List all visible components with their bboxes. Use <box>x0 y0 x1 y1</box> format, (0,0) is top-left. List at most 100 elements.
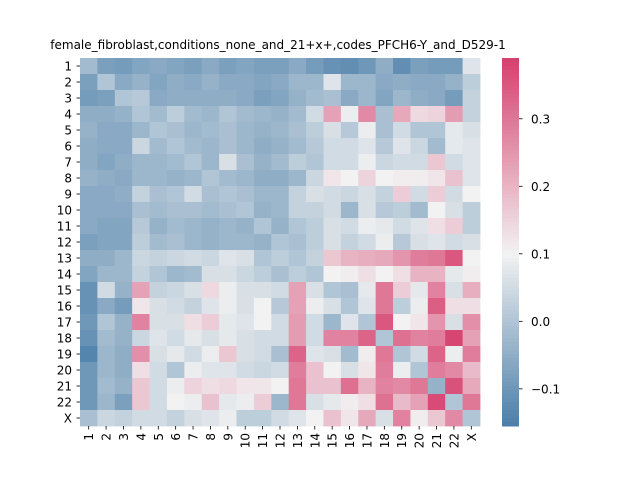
heatmap-cell <box>97 122 116 139</box>
heatmap-cell <box>166 58 185 75</box>
colorbar-tick-label: 0.0 <box>531 315 550 329</box>
heatmap-cell <box>236 266 255 283</box>
heatmap-cell <box>149 170 168 187</box>
heatmap-cell <box>132 346 150 363</box>
heatmap-cell <box>201 298 220 315</box>
heatmap-cell <box>97 314 116 331</box>
heatmap-cell <box>306 170 324 187</box>
heatmap-cell <box>410 394 429 411</box>
heatmap-cell <box>462 170 481 187</box>
heatmap-cell <box>340 410 359 427</box>
heatmap-cell <box>184 394 203 411</box>
heatmap-cell <box>201 122 220 139</box>
heatmap-cell <box>97 186 116 203</box>
heatmap-cell <box>288 74 307 91</box>
heatmap-cell <box>393 90 411 107</box>
colorbar-segment <box>502 178 519 183</box>
heatmap-cell <box>166 266 185 283</box>
heatmap-cell <box>114 74 133 91</box>
heatmap-cell <box>271 250 290 267</box>
col-tick-label: 9 <box>221 433 235 441</box>
heatmap-cell <box>462 234 481 251</box>
row-tick-label: 6 <box>64 140 72 154</box>
heatmap-cell <box>427 282 446 299</box>
heatmap-cell <box>462 346 481 363</box>
heatmap-cell <box>340 186 359 203</box>
heatmap-cell <box>236 314 255 331</box>
heatmap-cell <box>201 154 220 171</box>
heatmap-cell <box>410 250 429 267</box>
heatmap-cell <box>132 74 150 91</box>
col-tick-label: 8 <box>204 433 218 441</box>
heatmap-cell <box>375 186 394 203</box>
heatmap-cell <box>166 218 185 235</box>
heatmap-cell <box>393 330 411 347</box>
colorbar-segment <box>502 418 519 423</box>
heatmap-cell <box>462 154 481 171</box>
heatmap-cell <box>114 346 133 363</box>
heatmap-cell <box>219 170 237 187</box>
colorbar-segment <box>502 390 519 395</box>
heatmap-cell <box>80 154 98 171</box>
colorbar-segment <box>502 334 519 339</box>
heatmap-cell <box>358 330 377 347</box>
heatmap-cell <box>427 346 446 363</box>
heatmap-cell <box>201 266 220 283</box>
heatmap-cell <box>306 394 324 411</box>
heatmap-cell <box>219 106 237 123</box>
heatmap-cell <box>114 298 133 315</box>
heatmap-cell <box>166 74 185 91</box>
heatmap-cell <box>445 362 464 379</box>
heatmap-cell <box>271 298 290 315</box>
heatmap-cell <box>445 282 464 299</box>
heatmap-cell <box>340 170 359 187</box>
heatmap-cell <box>462 298 481 315</box>
heatmap-cell <box>323 282 342 299</box>
heatmap-cell <box>149 74 168 91</box>
heatmap-cell <box>132 362 150 379</box>
colorbar-segment <box>502 258 519 263</box>
heatmap-cell <box>184 266 203 283</box>
heatmap-cell <box>132 410 150 427</box>
heatmap-cell <box>149 90 168 107</box>
row-tick-label: 21 <box>57 380 72 394</box>
heatmap-cell <box>271 154 290 171</box>
heatmap-cell <box>288 202 307 219</box>
heatmap-cell <box>306 106 324 123</box>
colorbar-segment <box>502 266 519 271</box>
heatmap-cell <box>219 362 237 379</box>
colorbar-segment <box>502 242 519 247</box>
heatmap-cell <box>97 378 116 395</box>
colorbar-segment <box>502 154 519 159</box>
heatmap-cell <box>149 122 168 139</box>
heatmap-cell <box>201 314 220 331</box>
colorbar-segment <box>502 202 519 207</box>
heatmap-cell <box>323 410 342 427</box>
heatmap-cell <box>149 106 168 123</box>
row-tick-label: 3 <box>64 92 72 106</box>
colorbar-segment <box>502 398 519 403</box>
heatmap-cell <box>114 202 133 219</box>
col-tick-labels: 1 2 3 4 5 6 7 8 9 10 11 12 13 14 15 16 17 18 19 20 21 22 X <box>82 426 479 448</box>
heatmap-cell <box>219 346 237 363</box>
heatmap-cell <box>236 122 255 139</box>
heatmap-cell <box>114 138 133 155</box>
heatmap-cell <box>358 234 377 251</box>
colorbar-segment <box>502 246 519 251</box>
heatmap-cell <box>184 170 203 187</box>
colorbar-tick-label: 0.3 <box>531 112 550 126</box>
heatmap-cell <box>358 314 377 331</box>
heatmap-cell <box>201 282 220 299</box>
colorbar-segment <box>502 326 519 331</box>
heatmap-cell <box>219 74 237 91</box>
heatmap-cell <box>80 234 98 251</box>
colorbar-segment <box>502 350 519 355</box>
heatmap-cell <box>97 138 116 155</box>
heatmap-cell <box>132 154 150 171</box>
colorbar-segment <box>502 370 519 375</box>
heatmap-cell <box>375 394 394 411</box>
heatmap-cell <box>323 170 342 187</box>
heatmap-cell <box>340 218 359 235</box>
colorbar-segment <box>502 126 519 131</box>
heatmap-cell <box>97 330 116 347</box>
